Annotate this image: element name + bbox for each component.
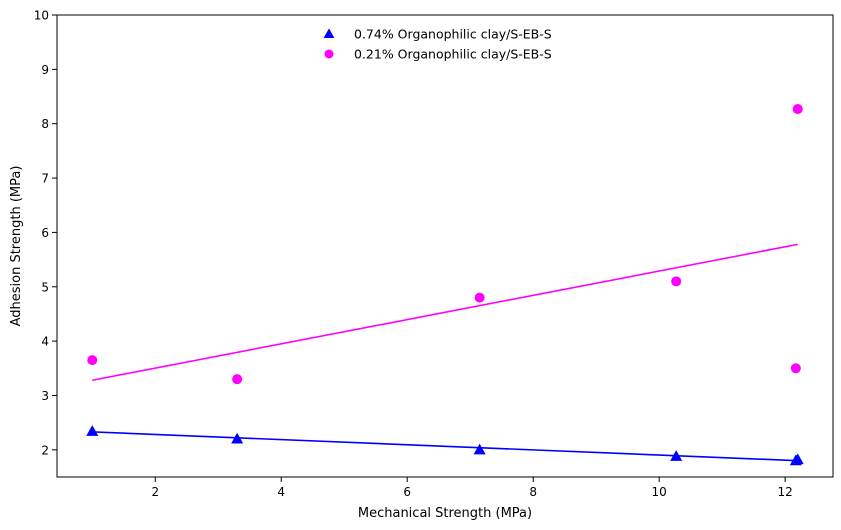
x-tick-label: 8: [529, 485, 537, 499]
x-tick-label: 10: [652, 485, 667, 499]
x-axis-ticks: 2 4 6 8 10 12: [151, 477, 793, 499]
y-tick-label: 5: [41, 280, 49, 294]
legend-marker-series-1: [323, 28, 335, 39]
y-tick-label: 8: [41, 117, 49, 131]
x-tick-label: 12: [777, 485, 792, 499]
data-points: [86, 104, 804, 466]
trendline-series-1: [92, 431, 798, 462]
trendlines: [92, 243, 798, 462]
y-tick-label: 3: [41, 389, 49, 403]
legend-label-series-2: 0.21% Organophilic clay/S-EB-S: [354, 47, 552, 62]
data-point-series-2: [474, 292, 485, 303]
y-tick-label: 4: [41, 335, 49, 349]
y-tick-label: 10: [34, 9, 49, 23]
data-point-series-1: [86, 425, 99, 436]
data-point-series-2: [792, 104, 803, 115]
y-tick-label: 6: [41, 226, 49, 240]
data-point-series-1: [670, 450, 683, 461]
data-point-series-1: [791, 453, 804, 465]
trendline-series-2: [92, 243, 798, 382]
x-tick-label: 6: [403, 485, 411, 499]
x-tick-label: 2: [151, 485, 159, 499]
data-point-series-1: [231, 432, 244, 444]
legend-marker-series-2: [324, 49, 334, 59]
x-axis-label: Mechanical Strength (MPa): [358, 506, 532, 521]
y-axis-ticks: 2 3 4 5 6 7 8 9 10: [34, 9, 57, 457]
y-tick-label: 9: [41, 63, 49, 77]
data-point-series-2: [232, 374, 243, 385]
legend: 0.74% Organophilic clay/S-EB-S 0.21% Orga…: [323, 27, 552, 62]
data-point-series-2: [87, 355, 98, 366]
data-point-series-2: [671, 276, 682, 287]
legend-label-series-1: 0.74% Organophilic clay/S-EB-S: [354, 27, 552, 42]
y-axis-label: Adhesion Strength (MPa): [9, 166, 24, 327]
plot-area-frame: [56, 14, 834, 478]
data-point-series-1: [473, 443, 486, 455]
y-tick-label: 2: [41, 443, 49, 457]
x-tick-label: 4: [277, 485, 285, 499]
y-tick-label: 7: [41, 172, 49, 186]
data-point-series-2: [790, 363, 801, 374]
